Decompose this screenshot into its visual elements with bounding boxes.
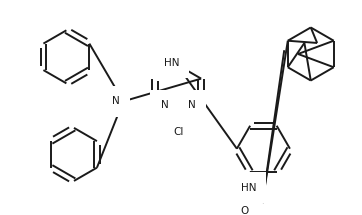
Text: N: N [165, 60, 172, 70]
Text: N: N [161, 100, 169, 110]
Text: HN: HN [164, 58, 179, 68]
Text: O: O [240, 206, 249, 215]
Text: HN: HN [240, 183, 256, 193]
Text: Cl: Cl [173, 127, 183, 137]
Text: N: N [112, 96, 119, 106]
Text: N: N [188, 100, 195, 110]
